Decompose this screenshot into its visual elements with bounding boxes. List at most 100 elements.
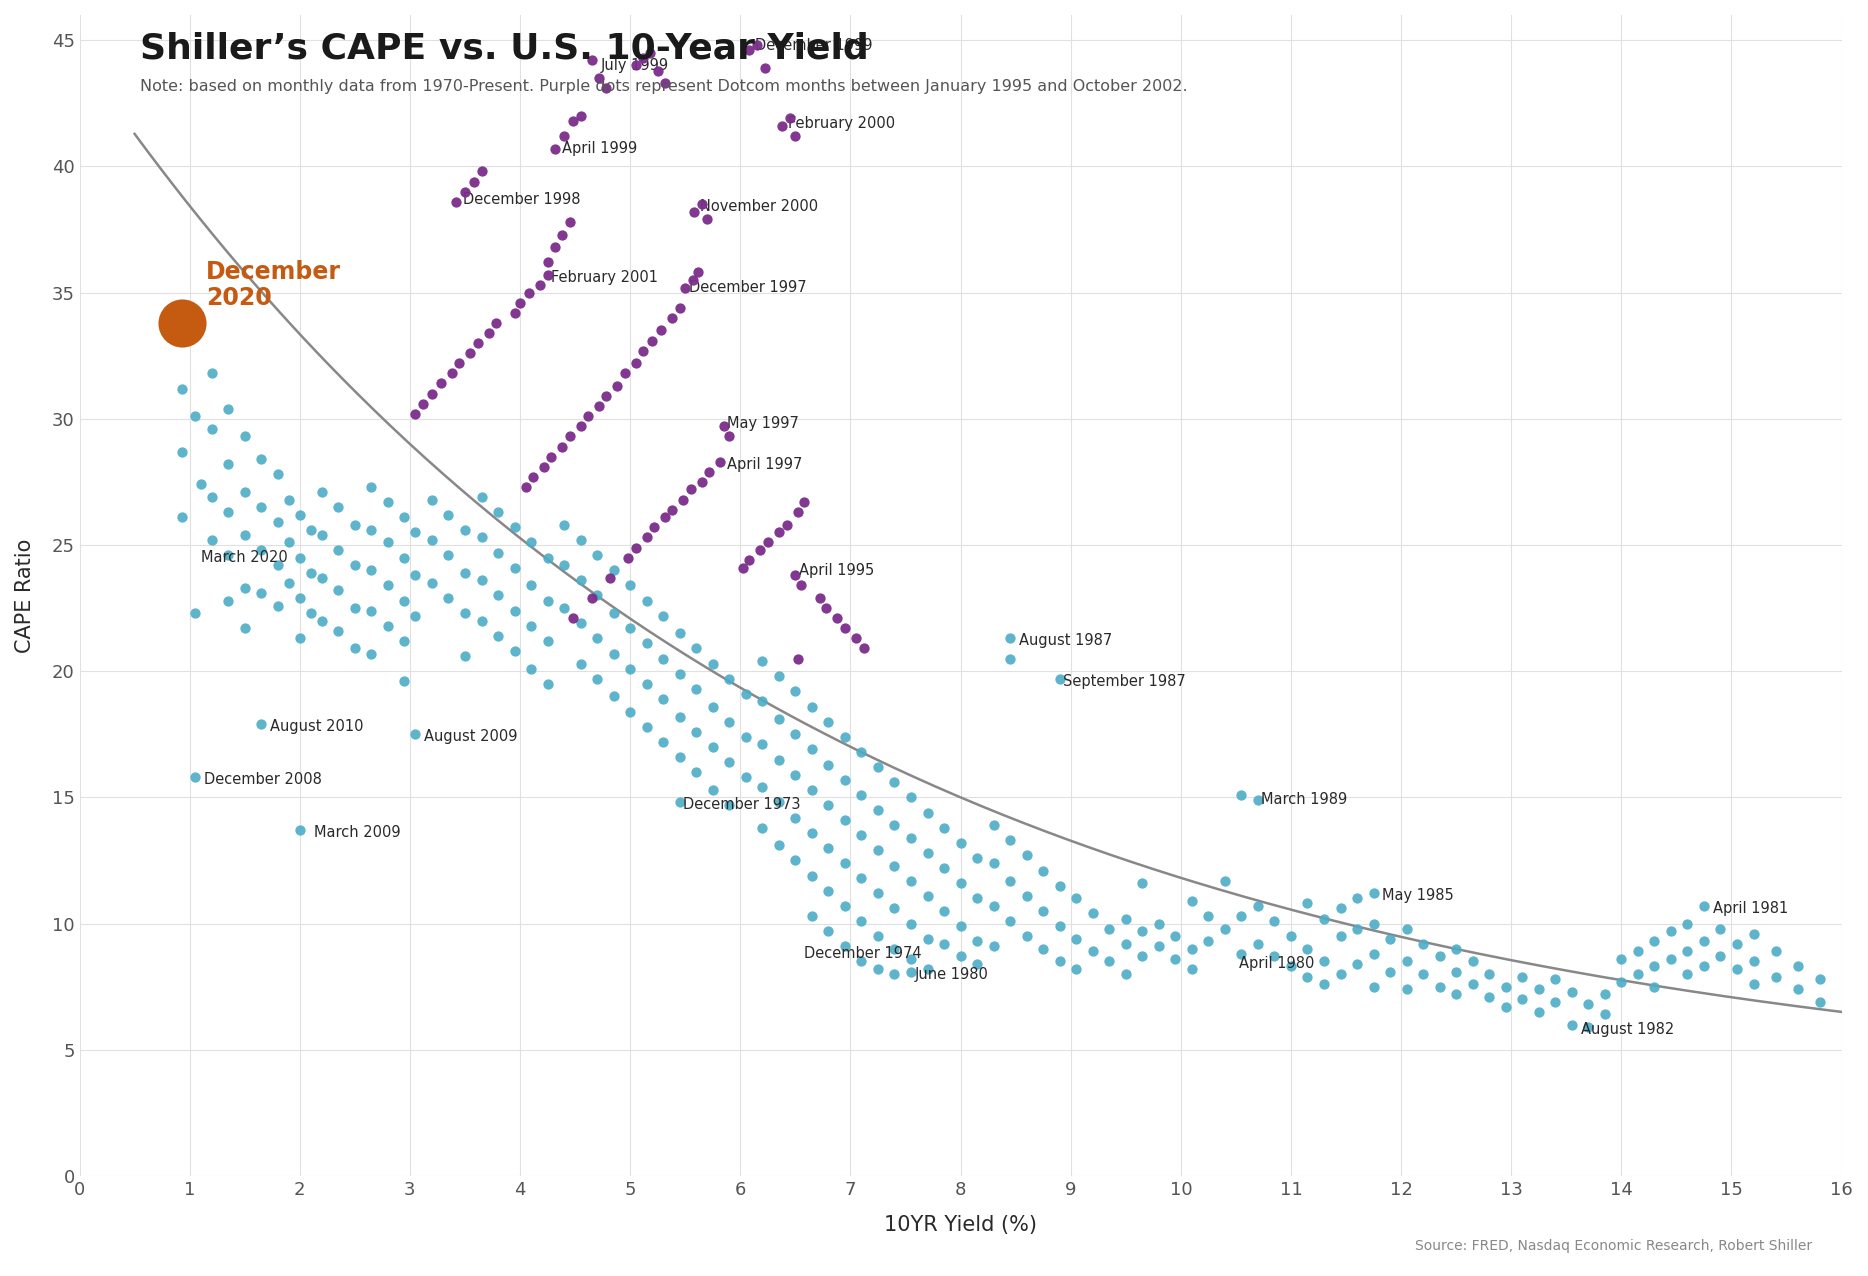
Point <box>601 376 631 397</box>
Point <box>1408 963 1438 984</box>
Point <box>1689 896 1719 916</box>
Point <box>781 565 811 586</box>
Point <box>1590 1004 1620 1025</box>
Point <box>1227 944 1257 965</box>
Point <box>747 818 777 838</box>
Point <box>540 237 570 258</box>
Point <box>979 815 1009 836</box>
Point <box>484 625 514 646</box>
Point <box>1111 963 1141 984</box>
Point <box>1705 919 1735 939</box>
Point <box>684 263 714 283</box>
Point <box>196 530 226 550</box>
Point <box>1457 951 1487 971</box>
Point <box>516 575 545 596</box>
Point <box>532 547 562 568</box>
Point <box>996 628 1026 648</box>
Point <box>1655 921 1685 942</box>
Point <box>699 697 729 717</box>
Point <box>1375 929 1405 949</box>
Y-axis label: CAPE Ratio: CAPE Ratio <box>15 538 35 652</box>
Text: May 1985: May 1985 <box>1382 888 1453 903</box>
Point <box>665 297 695 318</box>
Point <box>549 598 579 619</box>
Point <box>863 926 893 947</box>
Text: August 2009: August 2009 <box>424 730 517 744</box>
Point <box>213 591 243 611</box>
Point <box>566 653 596 674</box>
Point <box>1606 948 1636 968</box>
Point <box>540 139 570 160</box>
Point <box>829 618 859 638</box>
Point <box>467 487 497 508</box>
Point <box>467 161 497 181</box>
Point <box>1095 919 1125 939</box>
Point <box>306 568 336 588</box>
Text: Note: based on monthly data from 1970-Present. Purple dots represent Dotcom mont: Note: based on monthly data from 1970-Pr… <box>140 79 1188 94</box>
Point <box>635 42 665 63</box>
Point <box>374 532 403 553</box>
Point <box>897 961 927 981</box>
Point <box>499 302 529 323</box>
Point <box>790 491 820 512</box>
Point <box>753 532 783 553</box>
Point <box>1177 939 1207 960</box>
Point <box>585 68 615 88</box>
Point <box>1111 934 1141 954</box>
Point <box>727 558 757 578</box>
Point <box>340 555 370 575</box>
Text: December
2020: December 2020 <box>205 260 342 310</box>
Point <box>620 55 650 75</box>
Point <box>749 57 779 78</box>
Point <box>516 658 545 679</box>
Point <box>962 847 992 868</box>
Point <box>1442 961 1472 981</box>
Point <box>880 939 910 960</box>
Point <box>615 575 644 596</box>
Point <box>928 901 958 921</box>
Point <box>1425 947 1455 967</box>
Point <box>1804 991 1834 1012</box>
Point <box>1541 991 1571 1012</box>
Point <box>775 108 805 129</box>
Point <box>433 504 463 524</box>
Point <box>1259 947 1289 967</box>
X-axis label: 10YR Yield (%): 10YR Yield (%) <box>884 1216 1037 1235</box>
Point <box>615 618 644 638</box>
Point <box>389 547 418 568</box>
Point <box>573 406 603 426</box>
Point <box>813 837 842 857</box>
Text: September 1987: September 1987 <box>1063 674 1186 689</box>
Point <box>699 653 729 674</box>
Point <box>1061 929 1091 949</box>
Point <box>450 519 480 540</box>
Point <box>467 610 497 630</box>
Point <box>1293 939 1323 960</box>
Point <box>196 487 226 508</box>
Point <box>1375 961 1405 981</box>
Point <box>783 648 813 669</box>
Point <box>295 563 325 583</box>
Point <box>1762 942 1791 962</box>
Point <box>863 840 893 860</box>
Point <box>1722 934 1752 954</box>
Point <box>781 808 811 828</box>
Point <box>798 780 828 800</box>
Point <box>880 898 910 919</box>
Point <box>648 648 678 669</box>
Point <box>747 651 777 671</box>
Point <box>1672 942 1702 962</box>
Point <box>979 896 1009 916</box>
Point <box>1705 947 1735 967</box>
Point <box>583 586 613 606</box>
Point <box>247 540 276 560</box>
Point <box>848 638 878 658</box>
Point <box>962 953 992 974</box>
Point <box>1194 931 1224 952</box>
Point <box>1078 942 1108 962</box>
Point <box>781 681 811 702</box>
Point <box>230 524 260 545</box>
Point <box>631 717 661 738</box>
Point <box>706 452 736 472</box>
Point <box>1358 976 1388 997</box>
